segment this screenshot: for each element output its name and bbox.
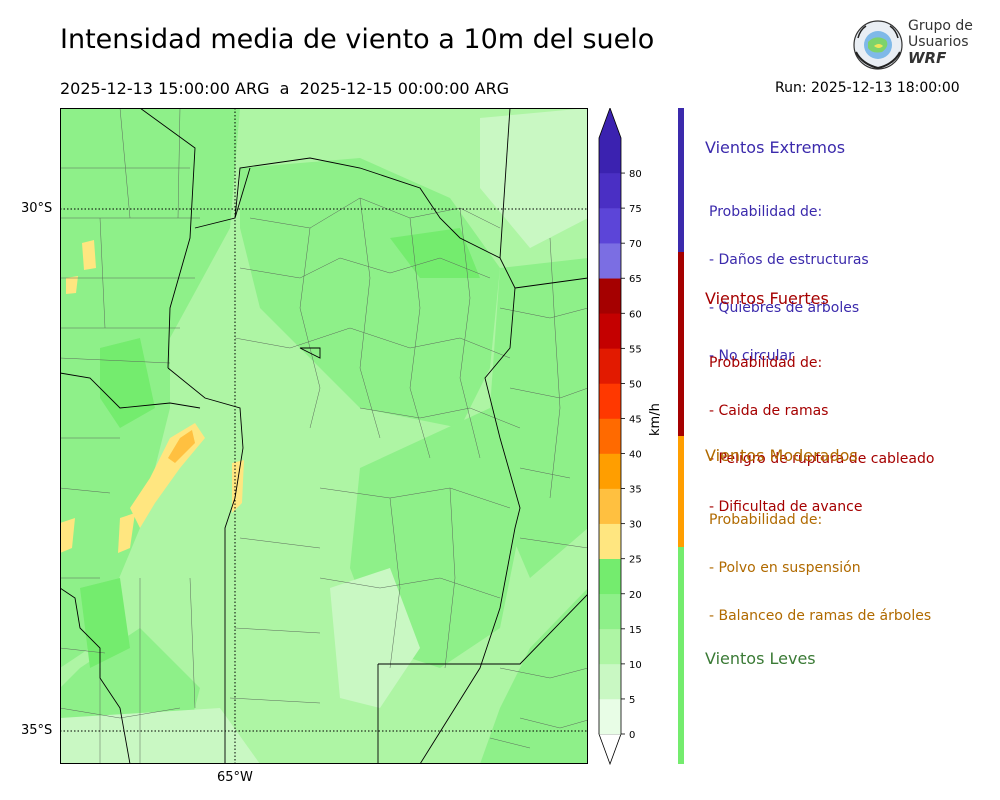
- colorbar-segment: [599, 628, 621, 665]
- graticule: [60, 108, 588, 764]
- wind-map: [60, 108, 588, 764]
- colorbar-tick-label: 10: [629, 660, 642, 671]
- colorbar-segment: [599, 383, 621, 419]
- category-extreme-line: Probabilidad de:: [709, 204, 823, 220]
- colorbar-tick-label: 35: [629, 485, 642, 496]
- colorbar-unit: km/h: [648, 403, 663, 436]
- category-bar-extreme: [678, 108, 684, 252]
- colorbar-segment: [599, 663, 621, 700]
- colorbar-segment: [599, 488, 621, 524]
- lon-label-65w: 65°W: [217, 770, 253, 785]
- category-bar-moderate: [678, 436, 684, 547]
- category-extreme-text: Probabilidad de: - Daños de estructuras …: [709, 172, 869, 380]
- colorbar-min-extension: [598, 733, 622, 766]
- wind-zone-moderate-2: [168, 430, 195, 463]
- wind-zone-low-2: [480, 108, 588, 248]
- wind-zone-north: [240, 158, 500, 428]
- map-title: Intensidad media de viento a 10m del sue…: [60, 24, 655, 55]
- wind-zone-southeast: [480, 588, 588, 764]
- colorbar-segment: [599, 243, 621, 279]
- logo-text: Grupo de Usuarios WRF: [908, 18, 973, 66]
- colorbar-tick-label: 15: [629, 625, 642, 636]
- run-time: Run: 2025-12-13 18:00:00: [775, 80, 960, 96]
- colorbar-segment: [599, 348, 621, 384]
- colorbar-segment: [599, 313, 621, 349]
- colorbar: 0 5 10 15 20 25 30 35 40 45 50 55 60 65 70 75 80: [598, 108, 642, 766]
- wind-zone-low-3: [330, 568, 420, 708]
- wrf-logo: [853, 20, 903, 70]
- colorbar-max-extension: [599, 108, 621, 138]
- category-strong-line: - Dificultad de avance: [709, 499, 863, 515]
- colorbar-tick-label: 5: [629, 695, 635, 706]
- province-boundaries: [60, 108, 588, 764]
- colorbar-segment: [599, 173, 621, 209]
- colorbar-tick-label: 45: [629, 414, 642, 425]
- colorbar-segment: [599, 453, 621, 489]
- colorbar-segment: [599, 523, 621, 560]
- colorbar-tick-label: 50: [629, 379, 642, 390]
- category-moderate-title: Vientos Moderados: [705, 446, 858, 465]
- logo-line-2: Usuarios: [908, 34, 969, 50]
- category-moderate-text: Probabilidad de: - Polvo en suspensión -…: [709, 480, 931, 640]
- colorbar-segment: [599, 278, 621, 314]
- wind-zone-moderate-3: [118, 513, 135, 553]
- wind-zone-moderate-6: [66, 276, 78, 294]
- colorbar-tick-label: 70: [629, 239, 642, 250]
- colorbar-tick-label: 20: [629, 590, 642, 601]
- category-bar-strong: [678, 252, 684, 436]
- colorbar-tick-label: 0: [629, 730, 635, 741]
- category-extreme-line: - Quiebres de árboles: [709, 300, 860, 316]
- category-extreme-line: - Daños de estructuras: [709, 252, 869, 268]
- category-moderate-line: - Balanceo de ramas de árboles: [709, 608, 932, 624]
- colorbar-segment: [599, 208, 621, 244]
- colorbar-tick-label: 40: [629, 450, 642, 461]
- lat-label-30s: 30°S: [21, 201, 53, 216]
- colorbar-segment: [599, 418, 621, 454]
- category-strong-line: - Peligro de ruptura de cableado: [709, 451, 935, 467]
- category-extreme-line: - No circular: [709, 348, 794, 364]
- colorbar-tick-label: 30: [629, 520, 642, 531]
- category-strong-line: Probabilidad de:: [709, 355, 823, 371]
- colorbar-tick-label: 75: [629, 204, 642, 215]
- colorbar-segment: [599, 558, 621, 595]
- colorbar-segment: [599, 593, 621, 630]
- colorbar-tick-label: 25: [629, 555, 642, 566]
- category-moderate-line: Probabilidad de:: [709, 512, 823, 528]
- logo-line-1: Grupo de: [908, 18, 973, 34]
- map-frame: [60, 108, 588, 764]
- wind-zone-low-4: [60, 708, 260, 764]
- colorbar-outline: [598, 108, 622, 734]
- colorbar-tick-label: 80: [629, 169, 642, 180]
- colorbar-segment: [599, 698, 621, 735]
- wind-zone-moderate-4: [60, 518, 75, 553]
- wind-zone-moderate-5: [82, 240, 96, 270]
- wind-zone-high-2: [80, 578, 130, 668]
- category-moderate-line: - Polvo en suspensión: [709, 560, 861, 576]
- colorbar-tick-label: 60: [629, 309, 642, 320]
- category-extreme-title: Vientos Extremos: [705, 138, 846, 157]
- colorbar-tick-label: 55: [629, 344, 642, 355]
- wind-zone-low-1: [220, 408, 340, 718]
- category-light-title: Vientos Leves: [705, 649, 816, 668]
- colorbar-segment: [599, 138, 621, 174]
- category-strong-title: Vientos Fuertes: [705, 289, 829, 308]
- wind-zone-east: [490, 258, 588, 578]
- colorbar-tick-label: 65: [629, 274, 642, 285]
- category-strong-text: Probabilidad de: - Caida de ramas - Peli…: [709, 323, 934, 531]
- category-bar-light: [678, 547, 684, 764]
- forecast-period: 2025-12-13 15:00:00 ARG a 2025-12-15 00:…: [60, 79, 510, 98]
- lat-label-35s: 35°S: [21, 723, 53, 738]
- logo-line-3: WRF: [908, 49, 947, 67]
- category-strong-line: - Caida de ramas: [709, 403, 829, 419]
